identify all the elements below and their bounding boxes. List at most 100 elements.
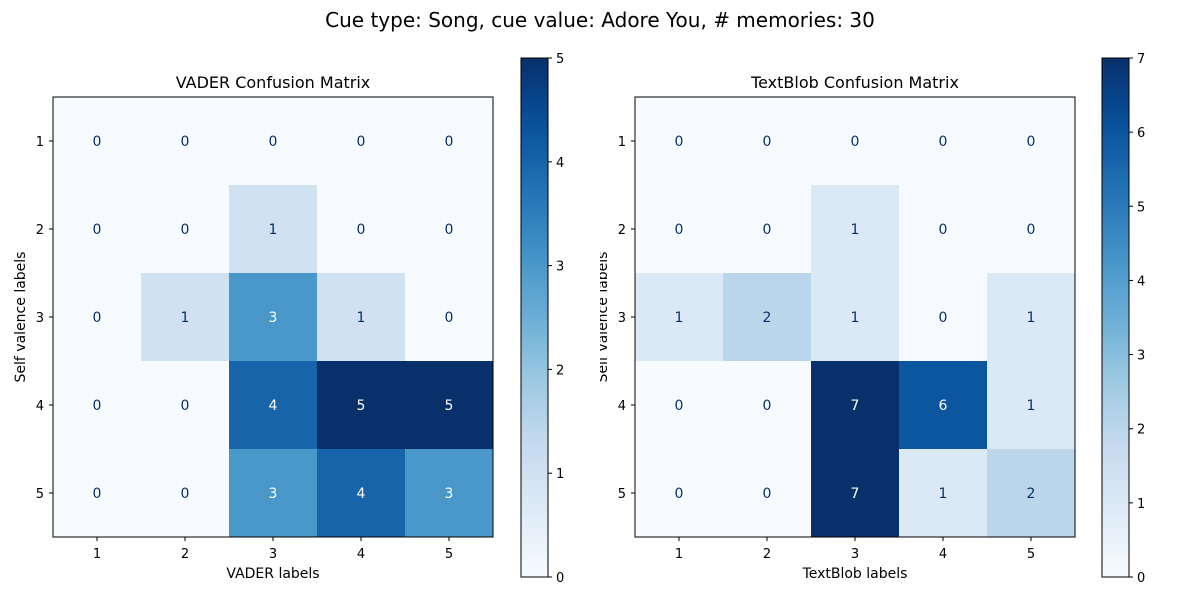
x-tick-label: 4 bbox=[357, 547, 365, 562]
cell-value-label: 0 bbox=[763, 134, 772, 150]
heatmap-cell bbox=[141, 97, 230, 186]
cell-value-label: 1 bbox=[851, 222, 860, 238]
y-tick-label: 1 bbox=[36, 135, 44, 150]
y-tick-label: 2 bbox=[618, 223, 626, 238]
y-tick-label: 4 bbox=[618, 399, 626, 414]
heatmap-cell bbox=[229, 449, 318, 538]
colorbar-tick-label: 4 bbox=[556, 156, 564, 171]
colorbar-tick-label: 5 bbox=[1137, 200, 1145, 215]
y-tick-label: 2 bbox=[36, 223, 44, 238]
cell-value-label: 1 bbox=[269, 222, 278, 238]
x-tick-label: 2 bbox=[181, 547, 189, 562]
heatmap-cell bbox=[811, 449, 900, 538]
heatmap-cell bbox=[723, 449, 812, 538]
heatmap-cell bbox=[899, 449, 988, 538]
heatmap-cell bbox=[635, 273, 724, 362]
heatmap-cell bbox=[635, 97, 724, 186]
heatmap-cell bbox=[229, 185, 318, 274]
heatmap-cell bbox=[987, 361, 1076, 450]
x-tick-label: 1 bbox=[93, 547, 101, 562]
heatmap-cell bbox=[53, 273, 142, 362]
cell-value-label: 0 bbox=[675, 222, 684, 238]
heatmap-cell bbox=[141, 273, 230, 362]
cell-value-label: 0 bbox=[675, 486, 684, 502]
cell-value-label: 5 bbox=[445, 398, 454, 414]
cell-value-label: 0 bbox=[269, 134, 278, 150]
cell-value-label: 0 bbox=[675, 134, 684, 150]
heatmap-cell bbox=[635, 185, 724, 274]
cell-value-label: 1 bbox=[1027, 398, 1036, 414]
cell-value-label: 0 bbox=[181, 486, 190, 502]
heatmap-cell bbox=[405, 97, 494, 186]
vader-confusion-matrix-panel: 0 0 0 0 0 0 0 1 0 0 0 1 3 1 0 0 0 4 5 5 0 0 3 4 3 1 2 3 4 5 1 2 3 4 5 0 1 2 3 4… bbox=[13, 52, 564, 586]
heatmap-cell bbox=[723, 185, 812, 274]
heatmap-cell bbox=[987, 185, 1076, 274]
colorbar-tick-label: 6 bbox=[1137, 126, 1145, 141]
heatmap-cell bbox=[899, 361, 988, 450]
colorbar bbox=[1101, 57, 1130, 578]
heatmap-cell bbox=[317, 273, 406, 362]
x-tick-label: 4 bbox=[939, 547, 947, 562]
heatmap-cell bbox=[723, 273, 812, 362]
colorbar-tick-label: 0 bbox=[1137, 571, 1145, 586]
cell-value-label: 0 bbox=[939, 222, 948, 238]
heatmap-cell bbox=[723, 97, 812, 186]
cell-value-label: 0 bbox=[93, 134, 102, 150]
heatmap-cell bbox=[141, 361, 230, 450]
cell-value-label: 0 bbox=[445, 310, 454, 326]
cell-value-label: 7 bbox=[851, 398, 860, 414]
heatmap-cell bbox=[987, 273, 1076, 362]
x-tick-label: 1 bbox=[675, 547, 683, 562]
cell-value-label: 0 bbox=[675, 398, 684, 414]
colorbar-tick-label: 7 bbox=[1137, 52, 1145, 67]
cell-value-label: 0 bbox=[763, 398, 772, 414]
colorbar-tick-label: 1 bbox=[1137, 497, 1145, 512]
heatmap-cell bbox=[317, 97, 406, 186]
cell-value-label: 0 bbox=[939, 134, 948, 150]
cell-value-label: 0 bbox=[851, 134, 860, 150]
figure-suptitle: Cue type: Song, cue value: Adore You, # … bbox=[325, 8, 875, 32]
heatmap-cell bbox=[229, 97, 318, 186]
y-tick-label: 1 bbox=[618, 135, 626, 150]
cell-value-label: 4 bbox=[269, 398, 278, 414]
heatmap-cell bbox=[811, 97, 900, 186]
cell-value-label: 0 bbox=[181, 398, 190, 414]
colorbar bbox=[520, 57, 549, 578]
y-tick-label: 3 bbox=[36, 311, 44, 326]
y-axis-label: Self valence labels bbox=[13, 252, 29, 383]
cell-value-label: 2 bbox=[763, 310, 772, 326]
heatmap-cell bbox=[405, 185, 494, 274]
cell-value-label: 1 bbox=[851, 310, 860, 326]
cell-value-label: 0 bbox=[357, 222, 366, 238]
heatmap-cell bbox=[405, 361, 494, 450]
heatmap-cell bbox=[987, 97, 1076, 186]
cell-value-label: 7 bbox=[851, 486, 860, 502]
heatmap-cell bbox=[229, 273, 318, 362]
heatmap-cell bbox=[899, 273, 988, 362]
cell-value-label: 4 bbox=[357, 486, 366, 502]
x-axis-label: VADER labels bbox=[226, 566, 319, 582]
x-tick-label: 3 bbox=[269, 547, 277, 562]
cell-value-label: 3 bbox=[269, 310, 278, 326]
cell-value-label: 0 bbox=[1027, 222, 1036, 238]
cell-value-label: 1 bbox=[675, 310, 684, 326]
cell-value-label: 0 bbox=[445, 222, 454, 238]
cell-value-label: 1 bbox=[357, 310, 366, 326]
heatmap-cell bbox=[723, 361, 812, 450]
colorbar-tick-label: 1 bbox=[556, 467, 564, 482]
colorbar-tick-label: 2 bbox=[556, 363, 564, 378]
chart-title: TextBlob Confusion Matrix bbox=[750, 73, 959, 92]
heatmap-cell bbox=[899, 185, 988, 274]
x-axis-label: TextBlob labels bbox=[802, 566, 908, 582]
cell-value-label: 0 bbox=[1027, 134, 1036, 150]
heatmap-cell bbox=[53, 361, 142, 450]
cell-value-label: 1 bbox=[1027, 310, 1036, 326]
y-axis-label: Self valence labels bbox=[600, 252, 611, 383]
cell-value-label: 6 bbox=[939, 398, 948, 414]
cell-value-label: 0 bbox=[763, 222, 772, 238]
heatmap-cell bbox=[635, 361, 724, 450]
heatmap-cell bbox=[635, 449, 724, 538]
cell-value-label: 1 bbox=[939, 486, 948, 502]
cell-value-label: 0 bbox=[93, 310, 102, 326]
